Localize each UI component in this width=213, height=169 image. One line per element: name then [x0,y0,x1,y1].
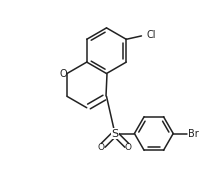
Text: O: O [125,143,132,152]
Text: O: O [98,143,105,152]
Text: O: O [60,68,68,79]
Text: Cl: Cl [147,30,156,40]
Text: S: S [111,128,118,139]
Text: Br: Br [189,128,199,139]
